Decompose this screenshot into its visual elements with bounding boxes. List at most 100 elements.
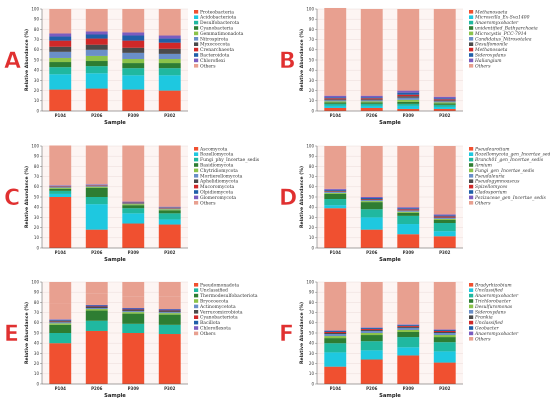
legend-label: Chloroflexi <box>200 58 226 64</box>
bar-segment <box>85 282 108 294</box>
y-tick-label: 30 <box>309 351 315 356</box>
legend-label: Candidatus_Nitrosotalea <box>475 36 532 42</box>
bar-segment <box>397 282 420 325</box>
bar-segment <box>122 52 145 59</box>
bar-segment <box>324 208 347 248</box>
bar-segment <box>158 58 181 64</box>
legend-label: Microcystis_PCC-7914 <box>474 31 527 37</box>
bar-segment <box>49 186 72 187</box>
legend-label: Sideroxydans <box>475 309 506 315</box>
bar-segment <box>324 330 347 331</box>
y-tick-label: 10 <box>309 98 315 103</box>
bar-segment <box>360 329 383 331</box>
legend-swatch <box>469 293 474 298</box>
bar-segment <box>122 323 145 333</box>
x-tick-label: P309 <box>403 250 414 255</box>
bar-segment <box>85 66 108 74</box>
legend-label: Basidiomycota <box>200 163 234 169</box>
y-tick-label: 100 <box>306 6 314 11</box>
legend-swatch <box>194 168 199 173</box>
bar-segment <box>433 102 456 104</box>
y-tick-label: 70 <box>34 174 40 179</box>
y-tick-label: 100 <box>31 279 39 284</box>
bar-segment <box>158 75 181 91</box>
bar-segment <box>49 193 72 197</box>
bar-segment <box>324 343 347 353</box>
bar-segment <box>122 145 145 202</box>
bar-segment <box>85 9 108 32</box>
legend-swatch <box>194 20 199 25</box>
bar-segment <box>158 207 181 208</box>
bar-segment <box>85 34 108 39</box>
bar-segment <box>324 330 347 332</box>
legend-swatch <box>194 299 199 303</box>
bar-segment <box>85 44 108 50</box>
bar-segment <box>324 189 347 191</box>
legend-swatch <box>469 304 474 309</box>
y-tick-label: 20 <box>309 88 315 93</box>
legend-swatch <box>469 163 474 167</box>
bar-segment <box>360 330 383 333</box>
legend-label: Fungi_gen_Incertae_sedis <box>474 168 535 174</box>
y-tick-label: 20 <box>34 88 40 93</box>
y-tick-label: 90 <box>309 17 315 22</box>
y-tick-label: 70 <box>34 310 40 315</box>
legend-swatch <box>194 58 199 63</box>
bar-segment <box>85 88 108 111</box>
bar-segment <box>85 145 108 185</box>
y-tick-label: 0 <box>36 381 39 386</box>
bar-segment <box>433 217 456 218</box>
bar-segment <box>158 314 181 325</box>
bar-segment <box>324 282 347 331</box>
bar-segment <box>433 100 456 102</box>
bar-segment <box>433 329 456 331</box>
x-tick-label: P302 <box>164 113 175 118</box>
legend-label: Methanosaeta <box>474 9 508 15</box>
bar-segment <box>85 197 108 205</box>
bar-segment <box>158 313 181 315</box>
y-tick-label: 50 <box>34 57 40 62</box>
bar-segment <box>158 53 181 59</box>
bar-segment <box>158 312 181 314</box>
panel-f: 0 10 20 30 40 50 60 70 80 90 100 P104 P206 P309 P302 Sa… <box>279 279 519 399</box>
bar-segment <box>49 333 72 344</box>
legend-swatch <box>469 331 474 336</box>
bar-segment <box>397 105 420 109</box>
legend-label: Mucoromycota <box>200 184 234 190</box>
bar-segment <box>49 9 72 34</box>
bar-segment <box>397 9 420 91</box>
bar-segment <box>122 296 145 309</box>
bar-segment <box>49 321 72 323</box>
panel-letter: B <box>279 49 296 74</box>
legend-label: Others <box>475 63 491 69</box>
legend-swatch <box>469 20 474 25</box>
bar-segment <box>49 197 72 248</box>
legend-label: Crenarchaeota <box>200 47 234 53</box>
bar-segment <box>49 62 72 68</box>
y-tick-label: 80 <box>309 164 315 169</box>
x-tick-label: P206 <box>366 386 377 391</box>
bar-segment <box>324 192 347 194</box>
bar-segment <box>360 327 383 329</box>
bar-segment <box>360 97 383 99</box>
legend-label: Cyanobacteria <box>200 26 233 32</box>
legend-swatch <box>469 201 474 205</box>
bar-segment <box>397 224 420 235</box>
legend-swatch <box>469 310 474 314</box>
bar-segment <box>397 324 420 325</box>
bar-segment <box>158 282 181 297</box>
bar-segment <box>324 338 347 344</box>
bar-segment <box>324 366 347 384</box>
bar-segment <box>324 190 347 192</box>
legend-swatch <box>194 190 199 194</box>
legend-label: Pseudaleuria <box>474 173 505 179</box>
bar-segment <box>324 7 347 96</box>
y-tick-label: 30 <box>34 215 40 220</box>
bar-segment <box>122 202 145 204</box>
bar-segment <box>397 329 420 332</box>
y-tick-label: 30 <box>34 78 40 83</box>
legend-label: Proteobacteria <box>200 9 234 15</box>
bar-segment <box>324 205 347 209</box>
y-tick-label: 50 <box>309 330 315 335</box>
legend-label: Microscilla_Ex-Sva1400 <box>474 15 530 21</box>
